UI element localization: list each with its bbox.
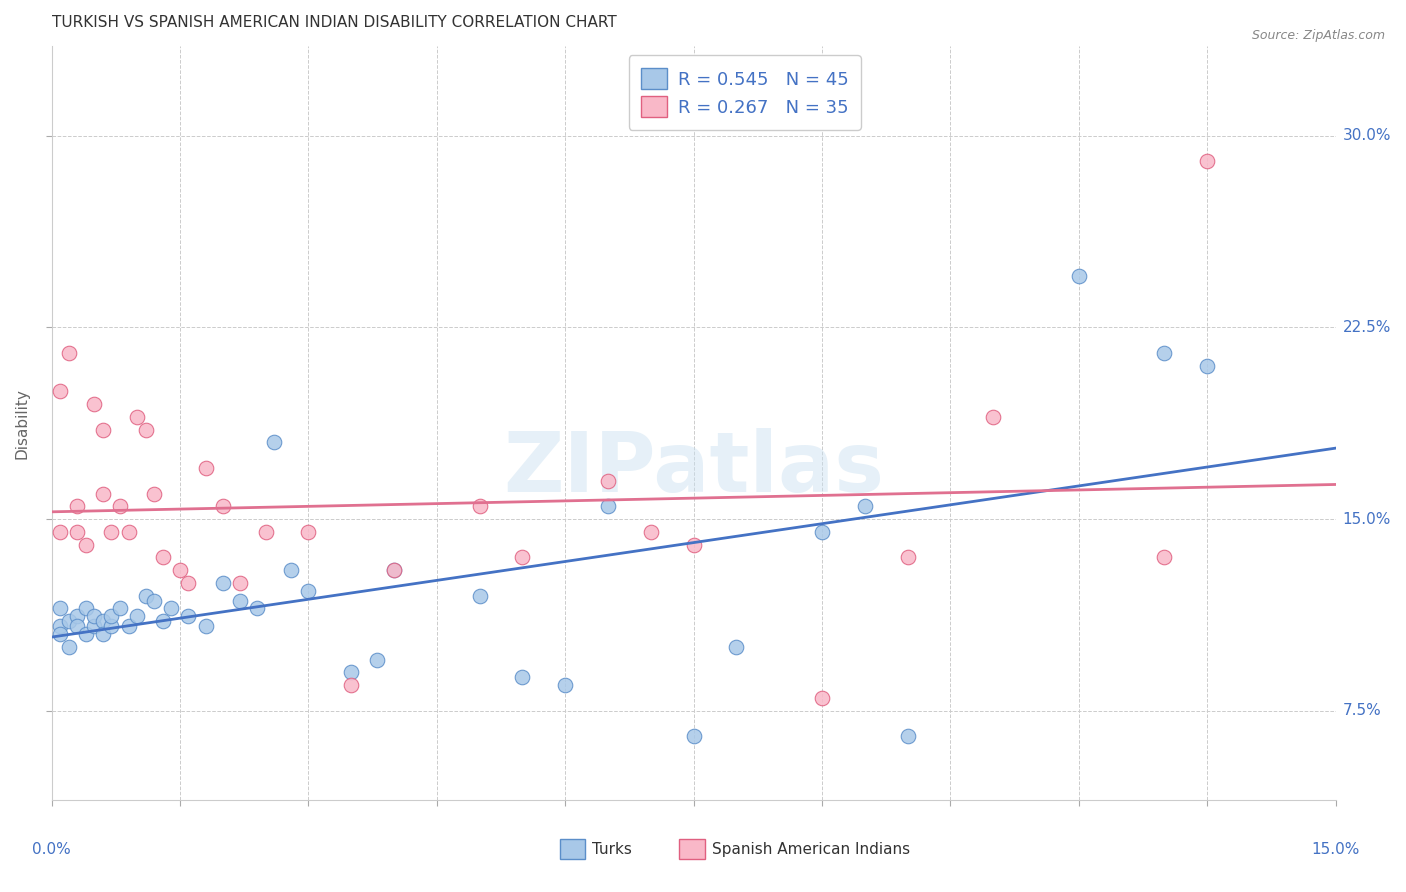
Point [66,500,89,514]
Point [58,346,80,360]
Text: 22.5%: 22.5% [1343,320,1391,335]
Point [91,627,114,641]
Point [100,619,122,633]
Point [100,524,122,539]
Point [596,500,619,514]
Point [811,524,834,539]
Point [91,423,114,437]
Point [263,435,285,450]
Point [143,486,166,500]
Point [135,423,157,437]
Legend: R = 0.545   N = 45, R = 0.267   N = 35: R = 0.545 N = 45, R = 0.267 N = 35 [628,55,860,129]
Point [211,576,233,591]
Point [117,619,139,633]
Text: TURKISH VS SPANISH AMERICAN INDIAN DISABILITY CORRELATION CHART: TURKISH VS SPANISH AMERICAN INDIAN DISAB… [52,15,616,30]
Point [896,550,918,565]
Text: 15.0%: 15.0% [1312,842,1360,856]
Point [91,614,114,628]
Text: Turks: Turks [592,842,633,856]
Point [49,384,72,399]
Point [366,652,388,666]
Point [177,609,200,624]
Point [512,550,534,565]
Point [1197,359,1219,373]
Point [160,601,183,615]
Point [75,627,97,641]
Bar [560,839,585,859]
Point [66,609,89,624]
Point [682,538,704,552]
Point [1153,550,1175,565]
Point [49,524,72,539]
Text: 0.0%: 0.0% [32,842,70,856]
Point [91,486,114,500]
Point [725,640,748,654]
Point [229,594,252,608]
Point [127,609,149,624]
Point [169,563,191,577]
Point [152,550,174,565]
Point [117,524,139,539]
Point [58,614,80,628]
Point [49,601,72,615]
Point [1197,154,1219,169]
Point [853,500,876,514]
Point [640,524,662,539]
Point [896,729,918,743]
Text: 30.0%: 30.0% [1343,128,1391,144]
Point [49,619,72,633]
Point [83,609,105,624]
Point [297,583,319,598]
Point [211,500,233,514]
Point [554,678,576,692]
Point [83,397,105,411]
Point [468,589,491,603]
Point [246,601,269,615]
Bar [679,839,704,859]
Point [49,627,72,641]
Point [811,690,834,705]
Point [194,461,217,475]
Point [177,576,200,591]
Point [1153,346,1175,360]
Point [382,563,405,577]
Point [340,665,363,680]
Point [58,640,80,654]
Point [108,500,131,514]
Text: Spanish American Indians: Spanish American Indians [711,842,910,856]
Point [127,409,149,424]
Point [143,594,166,608]
Point [512,670,534,684]
Point [83,619,105,633]
Text: ZIPatlas: ZIPatlas [503,428,884,509]
Point [100,609,122,624]
Point [229,576,252,591]
Point [152,614,174,628]
Point [66,524,89,539]
Point [75,601,97,615]
Point [75,538,97,552]
Point [1067,269,1090,284]
Point [981,409,1004,424]
Point [254,524,277,539]
Text: 15.0%: 15.0% [1343,512,1391,526]
Point [66,619,89,633]
Point [108,601,131,615]
Point [468,500,491,514]
Point [340,678,363,692]
Text: 7.5%: 7.5% [1343,703,1381,718]
Y-axis label: Disability: Disability [15,388,30,458]
Point [297,524,319,539]
Point [382,563,405,577]
Point [135,589,157,603]
Point [596,474,619,488]
Point [280,563,302,577]
Point [194,619,217,633]
Text: Source: ZipAtlas.com: Source: ZipAtlas.com [1251,29,1385,42]
Point [682,729,704,743]
